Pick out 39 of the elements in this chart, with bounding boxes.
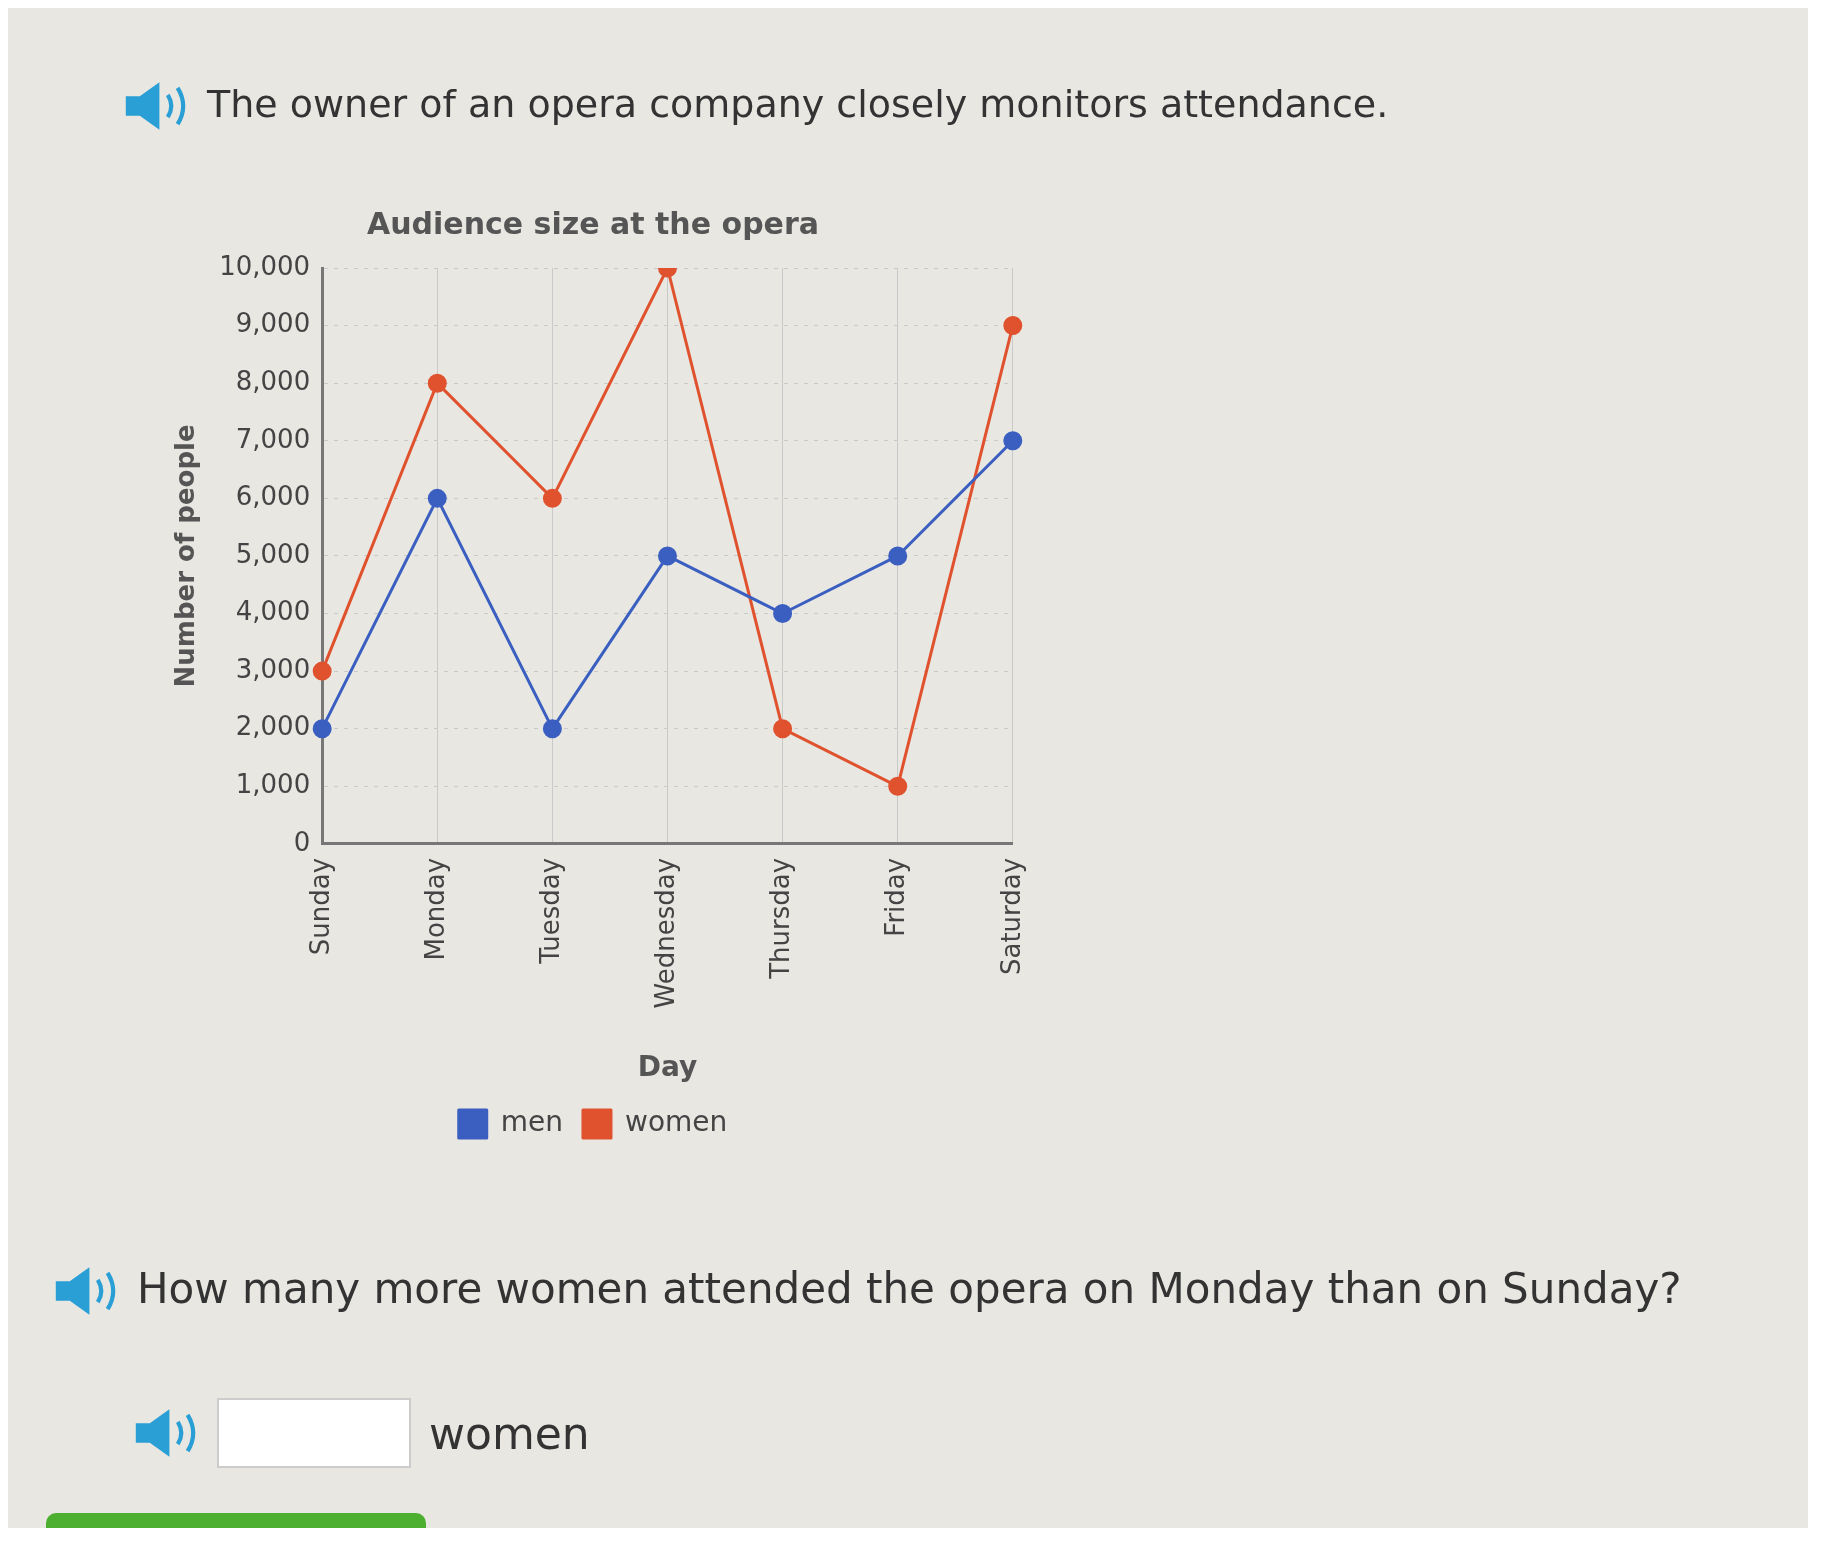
y-tick-label: 7,000: [235, 423, 311, 454]
y-tick-label: 5,000: [235, 538, 311, 569]
point: [1003, 431, 1023, 451]
text: The owner of an opera company closely monitors attendance.: [207, 81, 1389, 126]
x-tick-label: Tuesday: [535, 857, 566, 965]
y-tick-label: 6,000: [235, 481, 311, 512]
point: [312, 719, 332, 739]
legend-label: women: [624, 1105, 728, 1139]
x-tick-label: Sunday: [304, 857, 335, 956]
point: [427, 373, 447, 393]
point: [773, 719, 793, 739]
point: [542, 719, 562, 739]
y-tick-label: 0: [293, 826, 311, 857]
x-tick-label: Friday: [880, 857, 911, 937]
point: [312, 661, 332, 681]
y-tick-label: 4,000: [235, 596, 311, 627]
y-axis-title: Number of people: [170, 424, 201, 688]
y-tick-label: 9,000: [235, 308, 311, 339]
y-tick-label: 2,000: [235, 711, 311, 742]
point: [888, 546, 908, 566]
point: [427, 488, 447, 508]
chart-title: Audience size at the opera: [367, 205, 819, 241]
y-tick-label: 1,000: [235, 769, 311, 800]
x-axis-title: Day: [637, 1050, 698, 1084]
x-tick-label: Thursday: [765, 857, 796, 980]
y-tick-label: 3,000: [235, 653, 311, 684]
x-tick-label: Wednesday: [650, 857, 681, 1009]
point: [773, 604, 793, 624]
point: [542, 488, 562, 508]
point: [657, 546, 677, 566]
y-tick-label: 10,000: [219, 250, 311, 281]
text: How many more women attended the opera on Monday than on Sunday?: [137, 1263, 1682, 1313]
legend-label: men: [500, 1105, 563, 1139]
x-tick-label: Monday: [420, 857, 451, 961]
y-tick-label: 8,000: [235, 365, 311, 396]
text: women: [429, 1407, 590, 1459]
point: [1003, 316, 1023, 336]
x-tick-label: Saturday: [995, 857, 1026, 976]
point: [888, 776, 908, 796]
